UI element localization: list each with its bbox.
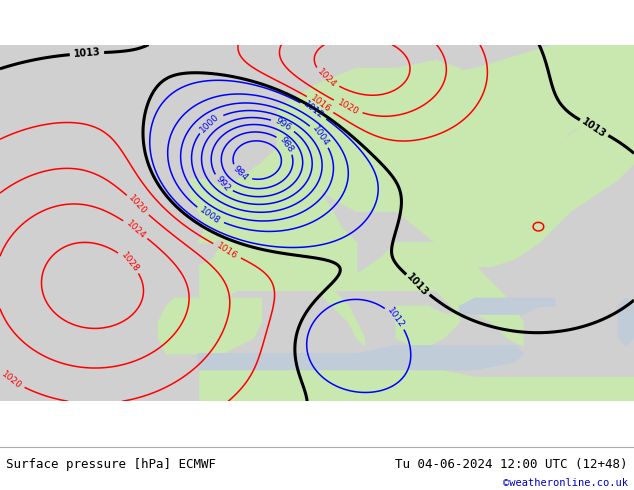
Text: 1012: 1012 — [385, 306, 406, 330]
Text: 1020: 1020 — [335, 98, 360, 117]
Text: 1020: 1020 — [127, 194, 149, 217]
Polygon shape — [317, 243, 523, 346]
Text: 984: 984 — [231, 164, 250, 183]
Polygon shape — [278, 76, 460, 203]
Text: 1013: 1013 — [405, 271, 430, 298]
Polygon shape — [198, 346, 523, 369]
Bar — [0, 45, 198, 401]
Text: 1024: 1024 — [315, 67, 338, 89]
Polygon shape — [618, 298, 634, 346]
Text: 1012: 1012 — [302, 100, 325, 121]
Polygon shape — [396, 100, 634, 267]
Polygon shape — [301, 290, 365, 346]
Text: 1008: 1008 — [198, 205, 222, 226]
Text: Surface pressure [hPa] ECMWF: Surface pressure [hPa] ECMWF — [6, 458, 216, 471]
Polygon shape — [396, 306, 460, 346]
Text: 1013: 1013 — [73, 48, 101, 59]
Text: 1013: 1013 — [580, 116, 608, 140]
Text: 1016: 1016 — [215, 241, 239, 261]
Text: ©weatheronline.co.uk: ©weatheronline.co.uk — [503, 478, 628, 488]
Polygon shape — [198, 369, 634, 401]
Polygon shape — [174, 147, 356, 298]
Text: 1004: 1004 — [310, 124, 330, 148]
Polygon shape — [190, 179, 254, 243]
Text: 1028: 1028 — [119, 250, 140, 274]
Text: 1016: 1016 — [308, 94, 332, 115]
Text: Tu 04-06-2024 12:00 UTC (12+48): Tu 04-06-2024 12:00 UTC (12+48) — [395, 458, 628, 471]
Polygon shape — [460, 298, 555, 314]
Text: 996: 996 — [273, 117, 293, 133]
Text: 1020: 1020 — [0, 369, 23, 391]
Polygon shape — [278, 60, 476, 147]
Polygon shape — [158, 298, 261, 354]
Text: 992: 992 — [214, 174, 231, 193]
Polygon shape — [278, 45, 634, 211]
Text: 988: 988 — [278, 135, 295, 154]
Polygon shape — [396, 116, 539, 179]
Text: 1000: 1000 — [198, 112, 221, 134]
Text: 1024: 1024 — [124, 219, 147, 241]
